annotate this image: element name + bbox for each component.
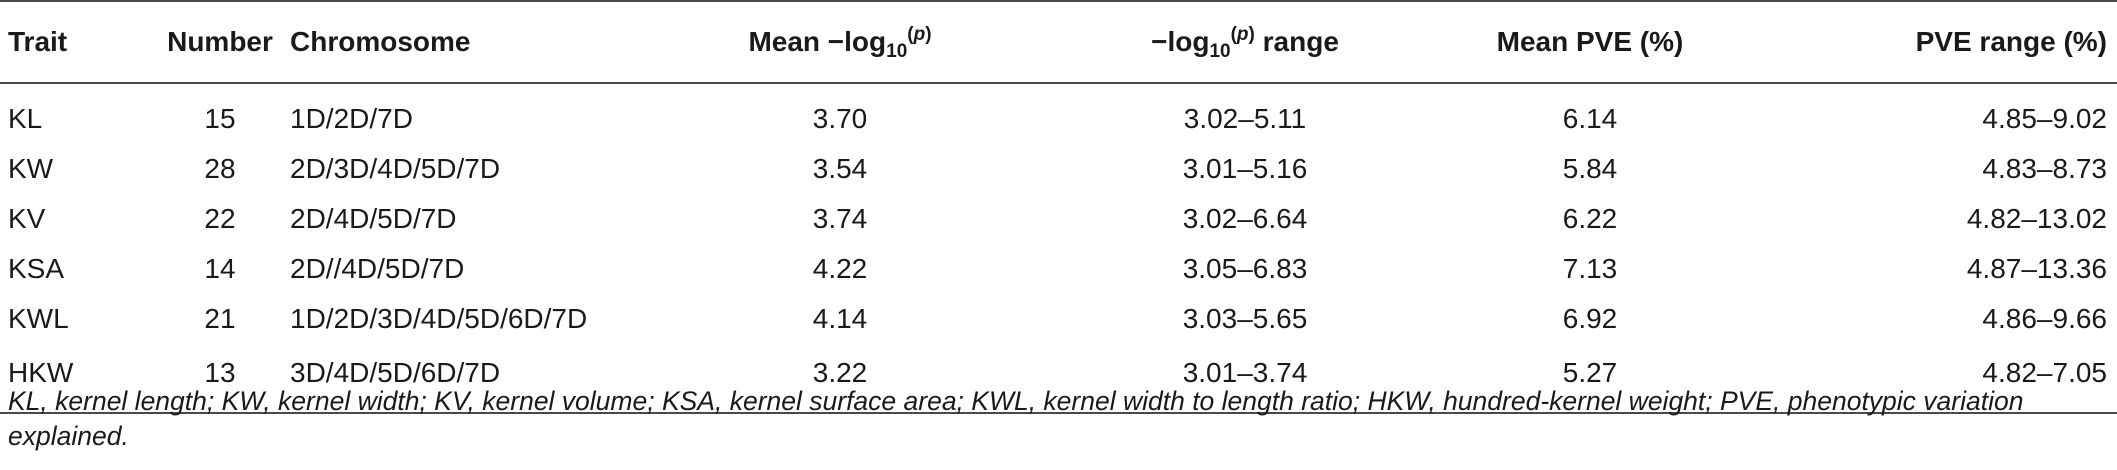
cell-trait: KWL	[8, 303, 69, 334]
header-range-log-sup-open: (	[1230, 24, 1237, 45]
cell-number: 21	[204, 303, 236, 334]
cell-pve-range: 4.83–8.73	[1982, 153, 2107, 184]
cell-mean-log: 3.54	[812, 153, 868, 184]
table-header-row: Trait Number Chromosome Mean −log10(p) −…	[0, 1, 2117, 83]
cell-pve-range: 4.86–9.66	[1982, 303, 2107, 334]
header-mean-pve: Mean PVE (%)	[1496, 26, 1684, 57]
cell-pve-range: 4.85–9.02	[1982, 103, 2107, 134]
cell-pve-range: 4.82–7.05	[1982, 357, 2107, 388]
header-trait: Trait	[8, 26, 68, 57]
cell-log-range: 3.01–5.16	[1182, 153, 1308, 184]
table-row: KWL 21 1D/2D/3D/4D/5D/6D/7D 4.14 3.03–5.…	[0, 294, 2117, 344]
header-range-log-sup-p: p	[1236, 24, 1249, 45]
cell-mean-pve: 6.92	[1562, 303, 1618, 334]
cell-chromosome: 3D/4D/5D/6D/7D	[290, 357, 501, 388]
cell-number: 15	[204, 103, 236, 134]
cell-trait: KW	[8, 153, 54, 184]
header-range-log-prefix: −log	[1151, 26, 1210, 57]
cell-mean-pve: 5.27	[1562, 357, 1618, 388]
cell-chromosome: 2D//4D/5D/7D	[290, 253, 465, 284]
cell-number: 13	[204, 357, 236, 388]
header-mean-log-p: Mean −log10(p)	[620, 1, 1060, 83]
gwas-summary-table: Trait Number Chromosome Mean −log10(p) −…	[0, 1, 2117, 413]
cell-log-range: 3.03–5.65	[1182, 303, 1308, 334]
table-row: KW 28 2D/3D/4D/5D/7D 3.54 3.01–5.16 5.84…	[0, 144, 2117, 194]
header-number: Number	[167, 26, 273, 57]
cell-log-range: 3.02–5.11	[1183, 103, 1307, 134]
table-row: KV 22 2D/4D/5D/7D 3.74 3.02–6.64 6.22 4.…	[0, 194, 2117, 244]
cell-trait: KSA	[8, 253, 65, 284]
cell-number: 28	[204, 153, 236, 184]
cell-mean-log: 3.70	[812, 103, 868, 134]
header-mean-log-sup-close: )	[925, 24, 932, 45]
cell-chromosome: 2D/4D/5D/7D	[290, 203, 457, 234]
header-mean-log-subscript: 10	[886, 41, 908, 62]
table-row: KL 15 1D/2D/7D 3.70 3.02–5.11 6.14 4.85–…	[0, 83, 2117, 144]
header-range-log-superscript: (p)	[1231, 24, 1255, 45]
cell-trait: KV	[8, 203, 46, 234]
cell-mean-pve: 6.14	[1562, 103, 1618, 134]
cell-number: 14	[204, 253, 236, 284]
table-row: HKW 13 3D/4D/5D/6D/7D 3.22 3.01–3.74 5.2…	[0, 344, 2117, 413]
header-mean-log-sup-p: p	[913, 24, 926, 45]
header-range-log-suffix: range	[1254, 26, 1339, 57]
cell-chromosome: 1D/2D/7D	[290, 103, 413, 134]
header-log-p-range: −log10(p) range	[1060, 1, 1430, 83]
header-range-log-subscript: 10	[1209, 41, 1231, 62]
header-mean-log-sup-open: (	[907, 24, 914, 45]
header-mean-log-prefix: Mean −log	[748, 26, 887, 57]
cell-mean-log: 3.22	[812, 357, 868, 388]
cell-pve-range: 4.87–13.36	[1966, 253, 2107, 284]
table-footnote: KL, kernel length; KW, kernel width; KV,…	[8, 386, 2024, 451]
cell-pve-range: 4.82–13.02	[1966, 203, 2107, 234]
table-row: KSA 14 2D//4D/5D/7D 4.22 3.05–6.83 7.13 …	[0, 244, 2117, 294]
cell-log-range: 3.01–3.74	[1182, 357, 1308, 388]
header-chromosome: Chromosome	[290, 26, 471, 57]
cell-chromosome: 1D/2D/3D/4D/5D/6D/7D	[290, 303, 588, 334]
cell-mean-log: 3.74	[812, 203, 868, 234]
cell-trait: KL	[8, 103, 43, 134]
cell-trait: HKW	[8, 357, 74, 388]
cell-mean-pve: 6.22	[1562, 203, 1618, 234]
cell-log-range: 3.05–6.83	[1182, 253, 1308, 284]
header-mean-log-superscript: (p)	[907, 24, 931, 45]
header-range-log-sup-close: )	[1248, 24, 1255, 45]
cell-chromosome: 2D/3D/4D/5D/7D	[290, 153, 501, 184]
cell-mean-log: 4.22	[812, 253, 868, 284]
cell-mean-pve: 5.84	[1562, 153, 1618, 184]
cell-number: 22	[204, 203, 236, 234]
cell-log-range: 3.02–6.64	[1182, 203, 1308, 234]
header-pve-range: PVE range (%)	[1915, 26, 2107, 57]
cell-mean-log: 4.14	[812, 303, 868, 334]
cell-mean-pve: 7.13	[1562, 253, 1618, 284]
results-table-container: Trait Number Chromosome Mean −log10(p) −…	[0, 1, 2117, 413]
